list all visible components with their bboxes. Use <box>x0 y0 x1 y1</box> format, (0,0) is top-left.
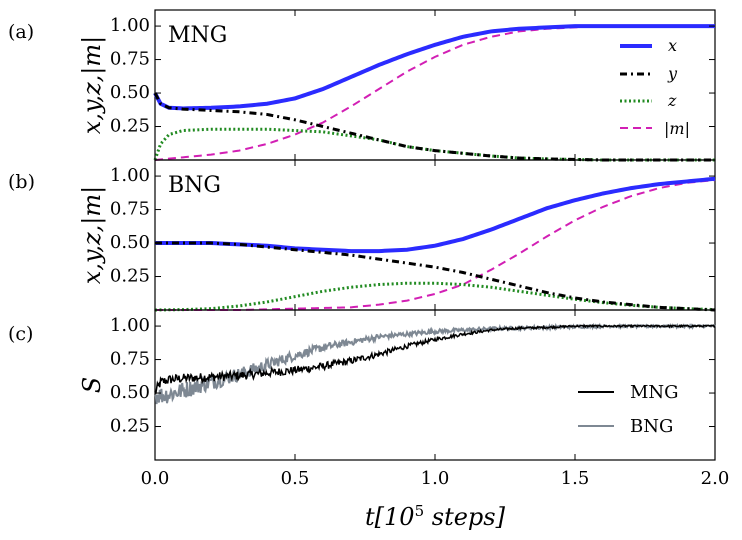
x-axis-label: t[105 steps] <box>365 502 506 531</box>
y-tick-label-c: 1.00 <box>110 315 150 336</box>
y-tick-label-a: 1.00 <box>110 15 150 36</box>
plot-frame-b <box>154 159 716 311</box>
panel-label-c: (c) <box>8 323 33 345</box>
panel-title-b: BNG <box>168 173 221 198</box>
series-line-b-x <box>155 176 716 254</box>
legend-label-x: x <box>668 36 677 55</box>
series-group-c <box>154 322 716 405</box>
legend-c: MNG BNG <box>578 382 679 437</box>
series-group-b <box>154 176 716 312</box>
x-ticks-c: 0.0 0.5 1.0 1.5 2.0 <box>141 468 730 489</box>
x-axis-label-exp: 5 <box>415 502 425 520</box>
legend-label-m: |m| <box>664 119 690 138</box>
y-tick-label-b: 0.75 <box>110 199 150 220</box>
y-tick-label-c: 0.25 <box>110 416 150 437</box>
series-line-c-mng <box>154 323 716 394</box>
y-ticks-a: 0.25 0.50 0.75 1.00 <box>110 15 150 136</box>
x-tick-label: 1.0 <box>421 468 450 489</box>
y-axis-label-b: x,y,z,|m| <box>78 186 107 284</box>
panel-label-a: (a) <box>8 21 34 43</box>
x-tick-label: 0.5 <box>281 468 310 489</box>
x-tick-label: 2.0 <box>701 468 730 489</box>
y-axis-label-a: x,y,z,|m| <box>78 36 107 134</box>
y-tick-label-b: 0.50 <box>110 232 150 253</box>
y-ticks-b: 0.25 0.50 0.75 1.00 <box>110 165 150 286</box>
plot-frame-a <box>154 9 716 161</box>
x-tick-label: 0.0 <box>141 468 170 489</box>
y-tick-label-a: 0.50 <box>110 82 150 103</box>
x-axis-label-rest: steps] <box>424 503 505 531</box>
series-line-a-x <box>153 24 715 111</box>
legend-label-mng: MNG <box>630 382 679 403</box>
y-axis-label-c: S <box>78 377 106 393</box>
legend-a: x y z |m| <box>620 36 690 138</box>
y-tick-label-b: 1.00 <box>110 165 150 186</box>
panel-title-a: MNG <box>168 23 227 48</box>
tick-marks <box>154 10 716 460</box>
y-tick-label-b: 0.25 <box>110 266 150 287</box>
y-tick-label-c: 0.75 <box>110 349 150 370</box>
series-line-b-y <box>155 241 716 312</box>
panel-b: (b) BNG x,y,z,|m| 0.25 0.50 0.75 1.00 <box>8 159 716 312</box>
legend-label-z: z <box>667 91 677 110</box>
y-ticks-c: 0.25 0.50 0.75 1.00 <box>110 315 150 436</box>
y-tick-label-c: 0.50 <box>110 382 150 403</box>
x-axis-label-base: t[10 <box>365 503 415 531</box>
panel-c: (c) S 0.25 0.50 0.75 1.00 0.0 0.5 1.0 1.… <box>8 309 730 531</box>
x-tick-label: 1.5 <box>561 468 590 489</box>
legend-label-bng: BNG <box>630 416 673 437</box>
legend-label-y: y <box>667 64 678 83</box>
panel-a: (a) MNG x,y,z,|m| 0.25 0.50 0.75 1.00 x … <box>8 9 716 162</box>
y-tick-label-a: 0.75 <box>110 49 150 70</box>
panel-label-b: (b) <box>8 171 35 193</box>
y-tick-label-a: 0.25 <box>110 116 150 137</box>
